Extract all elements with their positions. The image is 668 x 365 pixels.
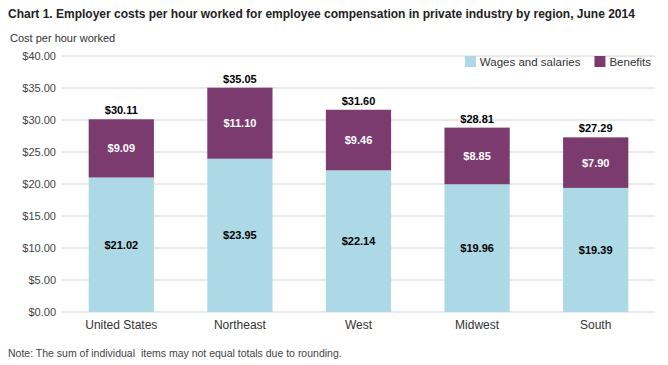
- data-label: $19.39: [579, 244, 613, 256]
- data-label: $21.02: [104, 239, 138, 251]
- title: Chart 1. Employer costs per hour worked …: [8, 7, 635, 21]
- data-label: $19.96: [460, 242, 494, 254]
- total-label: $28.81: [460, 113, 494, 125]
- data-label: $22.14: [342, 235, 377, 247]
- x-tick-label: Midwest: [455, 318, 500, 332]
- bar-segment: [89, 119, 154, 177]
- total-label: $35.05: [223, 73, 257, 85]
- bars: [89, 88, 629, 312]
- y-tick-label: $40.00: [22, 50, 56, 62]
- bar-segment: [207, 159, 272, 312]
- data-label: $23.95: [223, 229, 257, 241]
- chart: Chart 1. Employer costs per hour worked …: [0, 0, 668, 365]
- bar-segment: [326, 110, 391, 171]
- x-tick-label: United States: [85, 318, 157, 332]
- data-label: $8.85: [463, 150, 491, 162]
- bar-segment: [326, 170, 391, 312]
- bar-segment: [444, 184, 509, 312]
- legend: Wages and salaries Benefits: [465, 56, 651, 68]
- note: Note: The sum of individual items may no…: [8, 347, 342, 359]
- y-tick-label: $30.00: [22, 114, 56, 126]
- legend-label: Benefits: [609, 56, 651, 68]
- data-labels: $21.02 $9.09 $30.11 $23.95 $11.10 $35.05 $22.1…: [104, 73, 612, 256]
- y-tick-label: $15.00: [22, 210, 56, 222]
- total-label: $27.29: [579, 122, 613, 134]
- legend-label: Wages and salaries: [480, 56, 581, 68]
- data-label: $9.46: [345, 134, 373, 146]
- data-label: $7.90: [582, 157, 610, 169]
- x-tick-label: Northeast: [214, 318, 267, 332]
- bar-segment: [207, 88, 272, 159]
- bar-segment: [563, 137, 628, 188]
- total-label: $31.60: [342, 95, 376, 107]
- legend-item: Benefits: [594, 56, 651, 68]
- y-tick-label: $0.00: [28, 306, 56, 318]
- data-label: $11.10: [223, 117, 256, 129]
- x-tick-label: South: [580, 318, 611, 332]
- legend-item: Wages and salaries: [465, 56, 581, 68]
- x-tick-label: West: [345, 318, 373, 332]
- bar-segment: [89, 177, 154, 312]
- y-tick-label: $35.00: [22, 82, 56, 94]
- y-tick-label: $20.00: [22, 178, 56, 190]
- legend-swatch: [465, 56, 476, 67]
- data-label: $9.09: [108, 142, 136, 154]
- y-tick-label: $10.00: [22, 242, 56, 254]
- y-tick-label: $5.00: [28, 274, 56, 286]
- legend-swatch: [594, 56, 605, 67]
- bar-segment: [563, 188, 628, 312]
- total-label: $30.11: [105, 104, 138, 116]
- bar-segment: [444, 128, 509, 185]
- y-axis-label: Cost per hour worked: [10, 32, 115, 44]
- grid-line: [62, 88, 655, 89]
- grid: [62, 56, 655, 312]
- y-tick-label: $25.00: [22, 146, 56, 158]
